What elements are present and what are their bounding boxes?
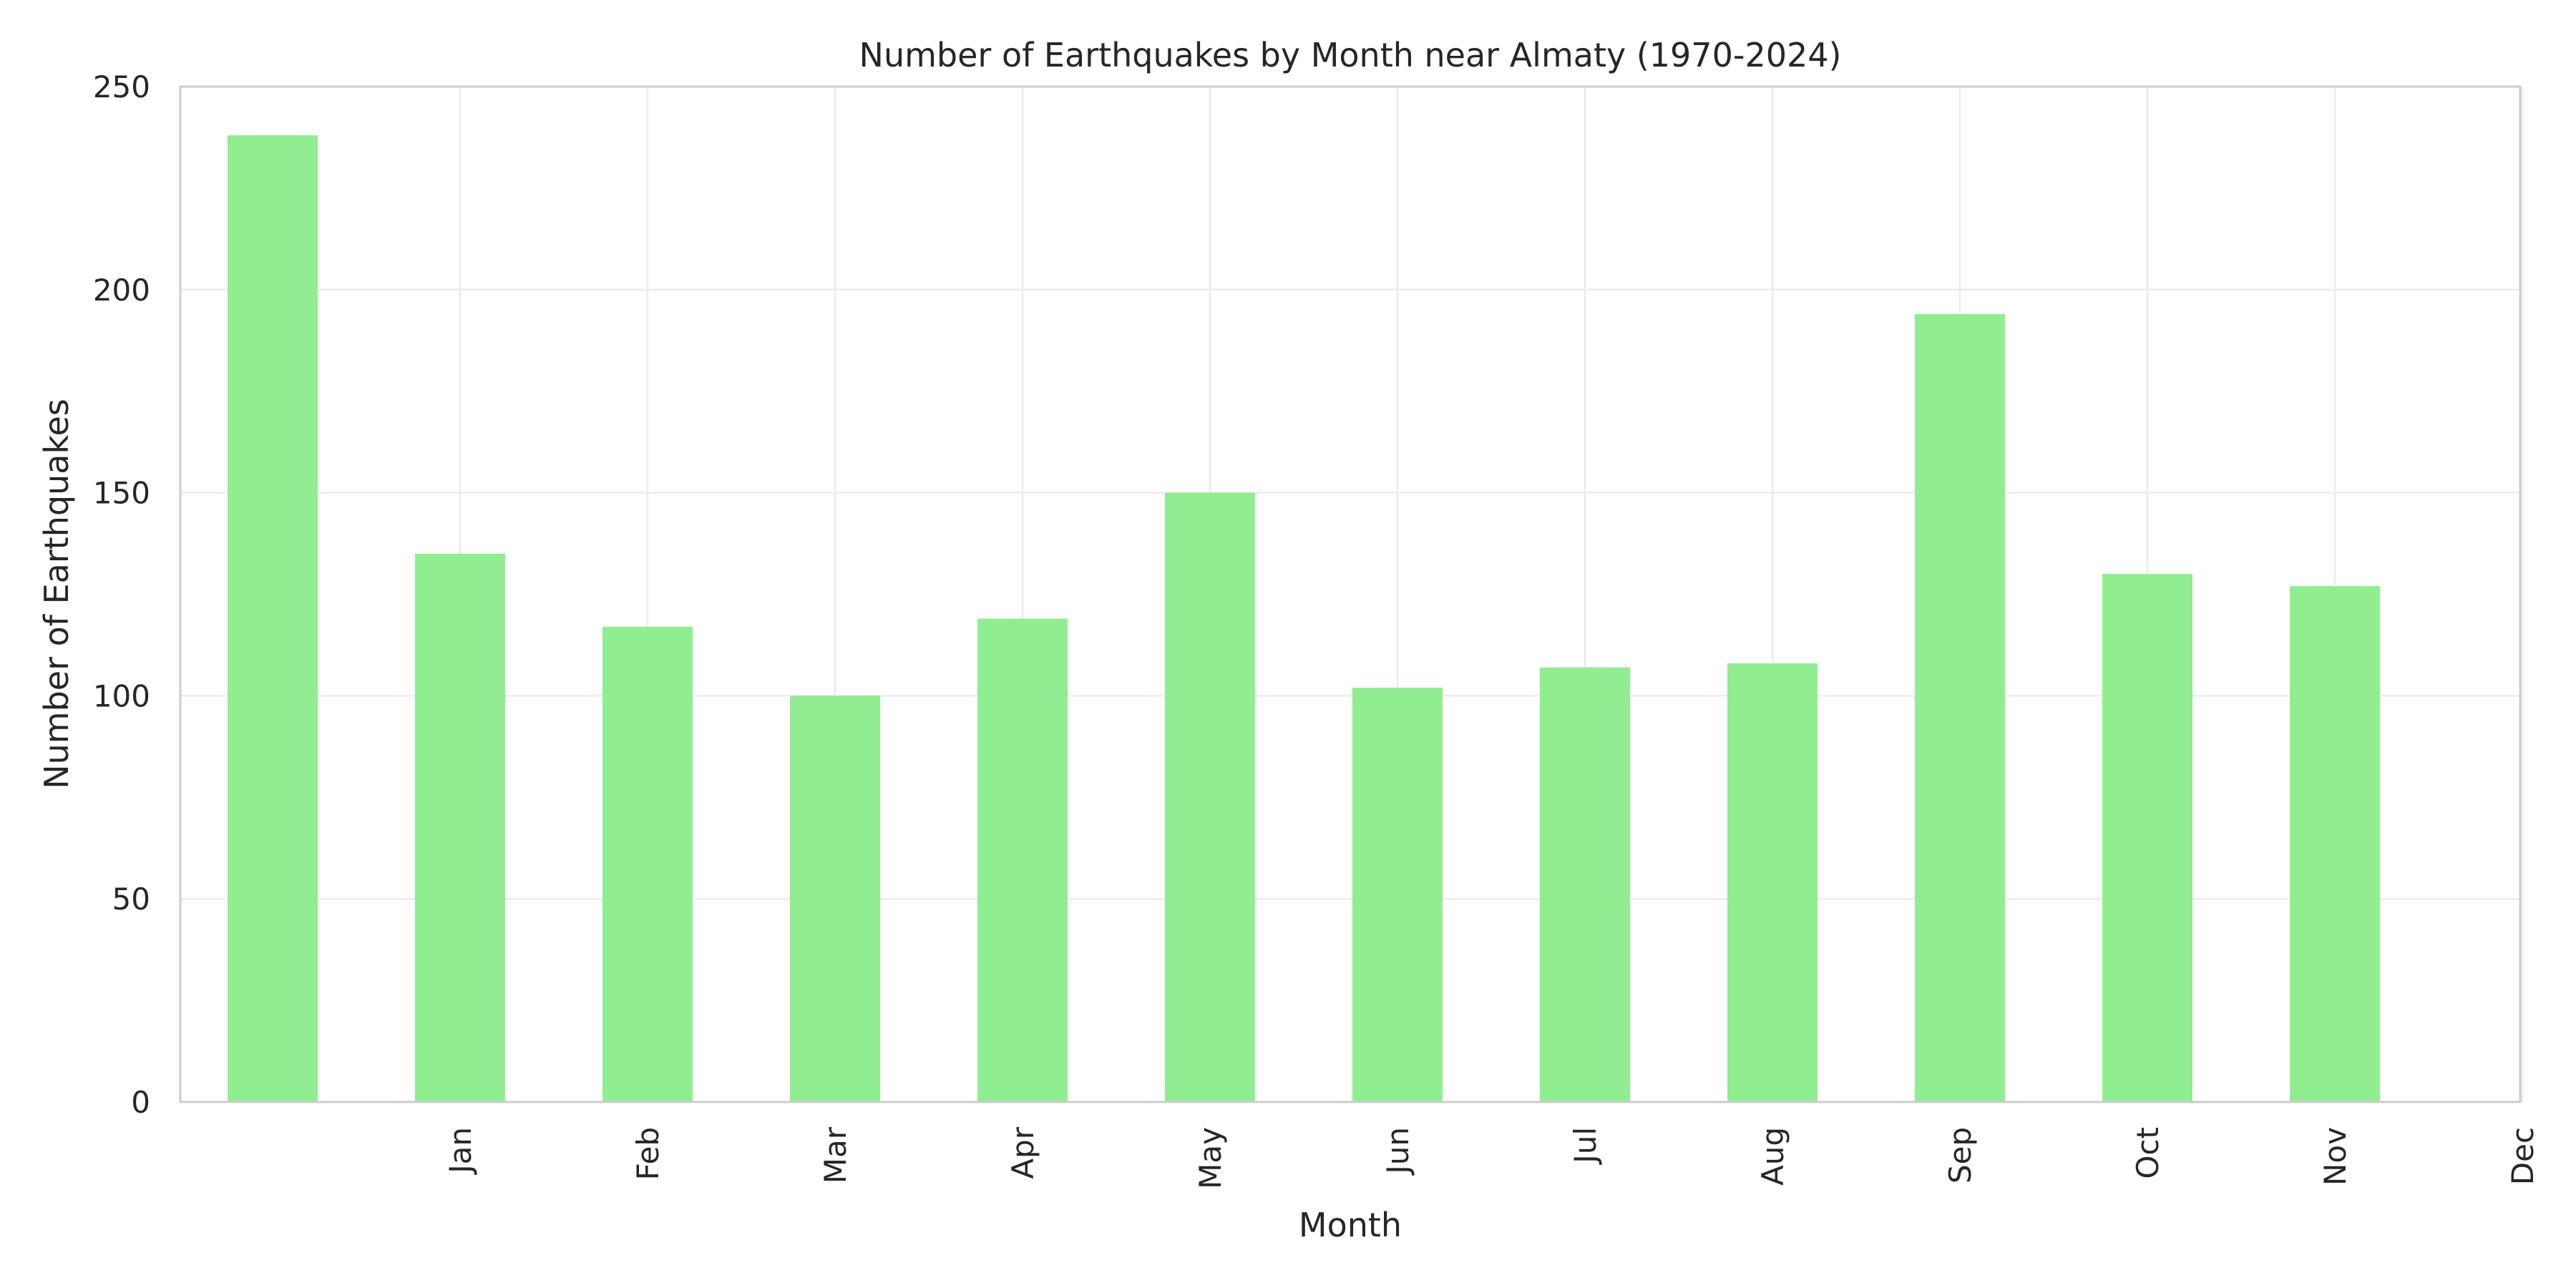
x-tick-label: Dec xyxy=(2505,1127,2540,1185)
bar xyxy=(977,618,1068,1102)
bar xyxy=(790,696,880,1102)
bar xyxy=(1352,688,1443,1102)
bar xyxy=(1727,663,1818,1102)
bar xyxy=(1540,667,1630,1102)
plot-frame xyxy=(179,85,2522,1103)
x-tick-label: May xyxy=(1193,1127,1228,1189)
x-tick-label: Oct xyxy=(2130,1127,2165,1179)
y-tick-label: 250 xyxy=(93,69,150,104)
bar xyxy=(2290,586,2380,1102)
bar-layer xyxy=(228,135,2380,1103)
x-tick-label: Nov xyxy=(2318,1127,2353,1186)
x-tick-label: Jun xyxy=(1380,1127,1415,1176)
x-tick-label: Jul xyxy=(1568,1127,1603,1166)
x-tick-label: Jan xyxy=(443,1127,478,1176)
x-axis-label: Month xyxy=(1299,1206,1402,1244)
x-tick-label: Mar xyxy=(818,1126,853,1184)
x-tick-label: Sep xyxy=(1943,1127,1978,1184)
x-tick-label: Aug xyxy=(1755,1127,1790,1186)
y-tick-label: 100 xyxy=(93,678,150,713)
y-tick-label: 50 xyxy=(112,882,150,917)
y-tick-label: 0 xyxy=(131,1085,150,1120)
x-tick-label: Feb xyxy=(630,1127,665,1180)
bar xyxy=(2102,574,2192,1102)
y-tick-labels: 0 50 100 150 200 250 xyxy=(93,69,150,1120)
bar xyxy=(602,626,693,1102)
y-tick-label: 150 xyxy=(93,476,150,511)
y-tick-label: 200 xyxy=(93,273,150,308)
x-tick-labels: Jan Feb Mar Apr May Jun Jul Aug Sep Oct Nov Dec xyxy=(443,1126,2540,1189)
bar xyxy=(228,135,318,1102)
bar xyxy=(1165,492,1255,1102)
bar xyxy=(1915,313,2005,1103)
y-axis-label: Number of Earthquakes xyxy=(37,399,76,789)
chart-title: Number of Earthquakes by Month near Alma… xyxy=(859,36,1842,74)
x-tick-label: Apr xyxy=(1005,1126,1040,1179)
bar xyxy=(415,553,505,1102)
